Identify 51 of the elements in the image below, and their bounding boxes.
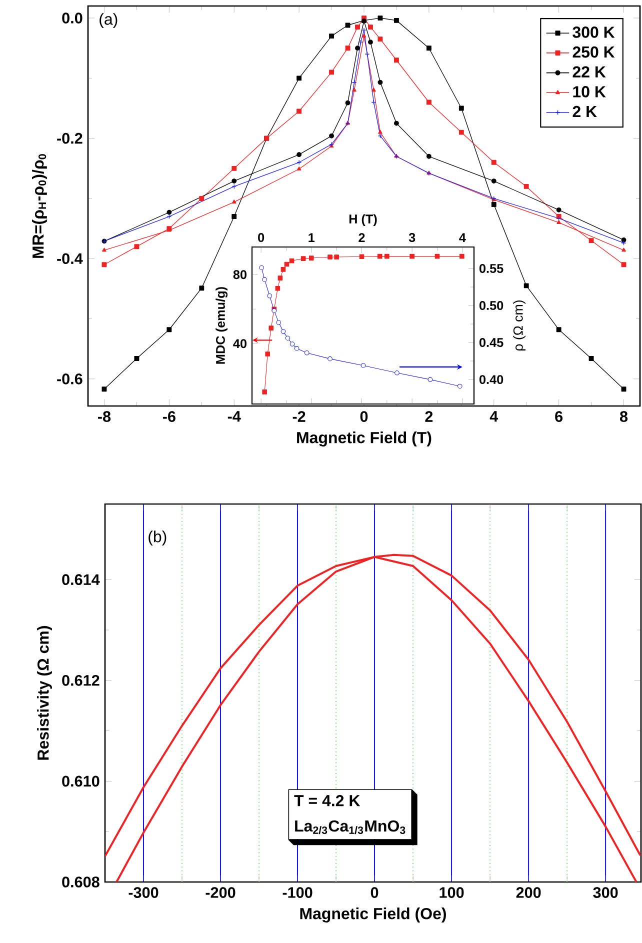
x-tick-label: 3	[408, 233, 416, 242]
annotation: (b)	[148, 530, 166, 546]
x-axis-title: Magnetic Field (Oe)	[300, 908, 446, 923]
x-tick-label: 300	[593, 887, 618, 898]
x-tick-label: 4	[490, 411, 498, 422]
x-tick-label: 200	[516, 887, 541, 898]
x-tick-label: 0	[258, 233, 264, 242]
x-tick-label: -100	[282, 887, 312, 898]
y2-tick-label: 0.55	[479, 264, 504, 273]
x-tick-label: 0	[370, 887, 378, 898]
y-tick-label: 0.612	[62, 674, 100, 686]
annotation: La$_{2/3}$Ca$_{1/3}$MnO$_{3}$	[295, 820, 406, 834]
x-tick-label: 2	[358, 233, 365, 242]
y-tick-label: 0.0	[62, 12, 82, 24]
y-axis-title: MR=(ρ$_{H}$-ρ$_{0}$)/ρ$_{0}$	[32, 154, 47, 258]
annotation: (a)	[100, 13, 118, 28]
x-tick-label: 8	[620, 411, 628, 422]
x-tick-label: 2	[425, 411, 433, 422]
x-tick-label: -8	[98, 411, 111, 422]
y-axis-title: Resistivity (Ω cm)	[37, 626, 52, 760]
y-tick-label: 40	[233, 339, 246, 348]
x-tick-label: 6	[555, 411, 563, 422]
annotation: T = 4.2 K	[294, 795, 360, 806]
y2-tick-label: 0.40	[479, 375, 504, 384]
x-tick-label: -300	[128, 887, 158, 898]
legend-label: 10 K	[573, 86, 606, 98]
y-tick-label: 0.608	[62, 876, 100, 888]
y-tick-label: 0.610	[62, 776, 100, 787]
legend-label: 300 K	[572, 26, 615, 38]
x-tick-label: -6	[162, 411, 176, 422]
x-tick-label: -200	[206, 887, 236, 898]
y-tick-label: -0.6	[57, 374, 82, 384]
legend-label: 2 K	[572, 106, 597, 118]
y2-tick-label: 0.45	[479, 338, 504, 348]
x-tick-label: -2	[292, 411, 306, 422]
legend-label: 22 K	[572, 66, 606, 78]
x-tick-label: 4	[459, 233, 466, 242]
y-tick-label: 80	[233, 270, 246, 280]
x-axis-title: H (T)	[349, 214, 377, 226]
x-tick-label: 1	[308, 233, 315, 242]
y2-tick-label: 0.50	[479, 301, 504, 310]
y-tick-label: -0.2	[57, 132, 82, 144]
x-tick-label: 100	[440, 887, 464, 898]
x-tick-label: -4	[228, 411, 241, 422]
y2-axis-title: ρ (Ω cm)	[513, 300, 526, 350]
y-tick-label: -0.4	[57, 253, 83, 264]
x-tick-label: 0	[360, 411, 368, 422]
legend-label: 250 K	[572, 46, 615, 58]
y-axis-title: MDC (emu/g)	[216, 287, 228, 364]
x-axis-title: Magnetic Field (T)	[297, 432, 432, 446]
y-tick-label: 0.614	[62, 574, 100, 586]
